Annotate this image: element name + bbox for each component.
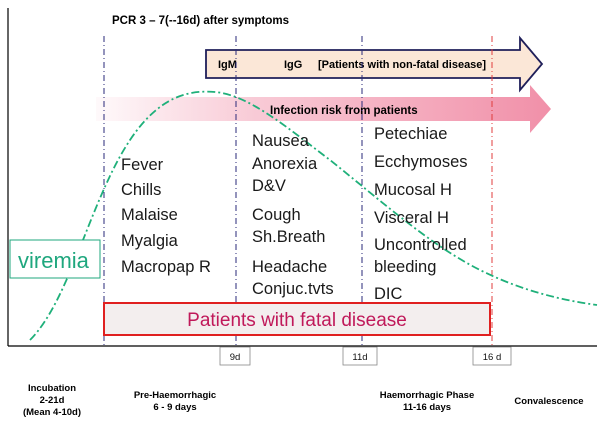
- phase-pre-haemorrhagic: Pre-Haemorrhagic 6 - 9 days: [134, 390, 216, 413]
- symptom-item: Myalgia: [121, 232, 179, 250]
- igm-label: IgM: [218, 59, 237, 71]
- symptom-item: Malaise: [121, 206, 178, 224]
- infection-risk-label: Infection risk from patients: [270, 105, 418, 117]
- infection-risk-arrow: [96, 85, 551, 133]
- svg-text:9d: 9d: [230, 352, 241, 363]
- fatal-disease-box: [103, 302, 491, 336]
- symptom-item: DIC: [374, 285, 403, 303]
- symptom-item: Petechiae: [374, 125, 447, 143]
- svg-text:2-21d: 2-21d: [40, 395, 65, 406]
- svg-text:Convalescence: Convalescence: [514, 396, 583, 407]
- phase-convalescence: Convalescence: [514, 396, 583, 407]
- symptom-item: Fever: [121, 156, 164, 174]
- fatal-disease-label: Patients with fatal disease: [187, 310, 407, 331]
- symptom-item: Nausea: [252, 132, 310, 150]
- symptom-item: Conjuc.tvts: [252, 280, 334, 298]
- svg-text:(Mean 4-10d): (Mean 4-10d): [23, 407, 81, 418]
- symptom-item: Anorexia: [252, 155, 318, 173]
- symptom-item: Uncontrolled: [374, 236, 467, 254]
- neuro-symptoms: Headache Conjuc.tvts: [252, 258, 334, 298]
- svg-text:6 - 9 days: 6 - 9 days: [153, 402, 196, 413]
- svg-text:Incubation: Incubation: [28, 383, 76, 394]
- pcr-header: PCR 3 – 7(--16d) after symptoms: [112, 15, 289, 27]
- symptom-item: Mucosal H: [374, 181, 452, 199]
- symptom-item: Headache: [252, 258, 327, 276]
- symptom-item: Macropap R: [121, 258, 211, 276]
- svg-text:11d: 11d: [352, 352, 367, 363]
- symptom-item: Ecchymoses: [374, 153, 468, 171]
- symptom-item: bleeding: [374, 258, 436, 276]
- phase-incubation: Incubation 2-21d (Mean 4-10d): [23, 383, 81, 418]
- symptom-item: Visceral H: [374, 209, 449, 227]
- viremia-box: [9, 239, 101, 279]
- svg-text:11-16 days: 11-16 days: [403, 402, 451, 413]
- symptom-item: Sh.Breath: [252, 228, 325, 246]
- svg-text:Haemorrhagic Phase: Haemorrhagic Phase: [380, 390, 475, 401]
- pre-haemorrhagic-symptoms: Fever Chills Malaise Myalgia Macropap R: [121, 156, 211, 276]
- symptom-item: D&V: [252, 177, 286, 195]
- day-marker-9d: 9d: [219, 346, 251, 366]
- haemorrhagic-symptoms: Petechiae Ecchymoses Mucosal H Visceral …: [374, 125, 468, 303]
- igg-label: IgG: [284, 59, 302, 71]
- day-marker-11d: 11d: [342, 346, 378, 366]
- viremia-label: viremia: [18, 248, 90, 273]
- phase-haemorrhagic: Haemorrhagic Phase 11-16 days: [380, 390, 475, 413]
- day-marker-16d: 16 d: [472, 346, 512, 366]
- svg-text:Pre-Haemorrhagic: Pre-Haemorrhagic: [134, 390, 216, 401]
- antibody-arrow: [205, 35, 544, 93]
- svg-text:16 d: 16 d: [483, 352, 502, 363]
- symptom-item: Chills: [121, 181, 161, 199]
- nonfatal-label: [Patients with non-fatal disease]: [318, 59, 486, 71]
- gastro-symptoms: Nausea Anorexia D&V: [252, 132, 318, 195]
- symptom-item: Cough: [252, 206, 301, 224]
- respiratory-symptoms: Cough Sh.Breath: [252, 206, 325, 246]
